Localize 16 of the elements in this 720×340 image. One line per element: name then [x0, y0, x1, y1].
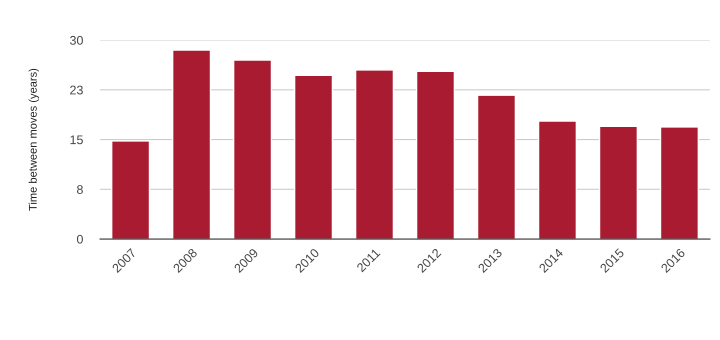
bar	[172, 49, 212, 240]
bar	[538, 120, 578, 240]
y-tick-label: 23	[70, 86, 83, 94]
y-tick-label: 30	[70, 36, 83, 45]
bar	[232, 59, 272, 240]
y-tick-label: 0	[76, 234, 83, 244]
bar	[110, 140, 150, 240]
bar	[598, 126, 638, 240]
y-axis-title: Time between moves (years)	[28, 68, 39, 211]
bar	[354, 69, 394, 240]
bar	[660, 126, 700, 240]
bar	[416, 70, 456, 240]
bar	[294, 74, 334, 240]
y-tick-label: 15	[70, 136, 83, 144]
y-tick-label: 8	[77, 185, 83, 194]
bar	[476, 94, 516, 240]
